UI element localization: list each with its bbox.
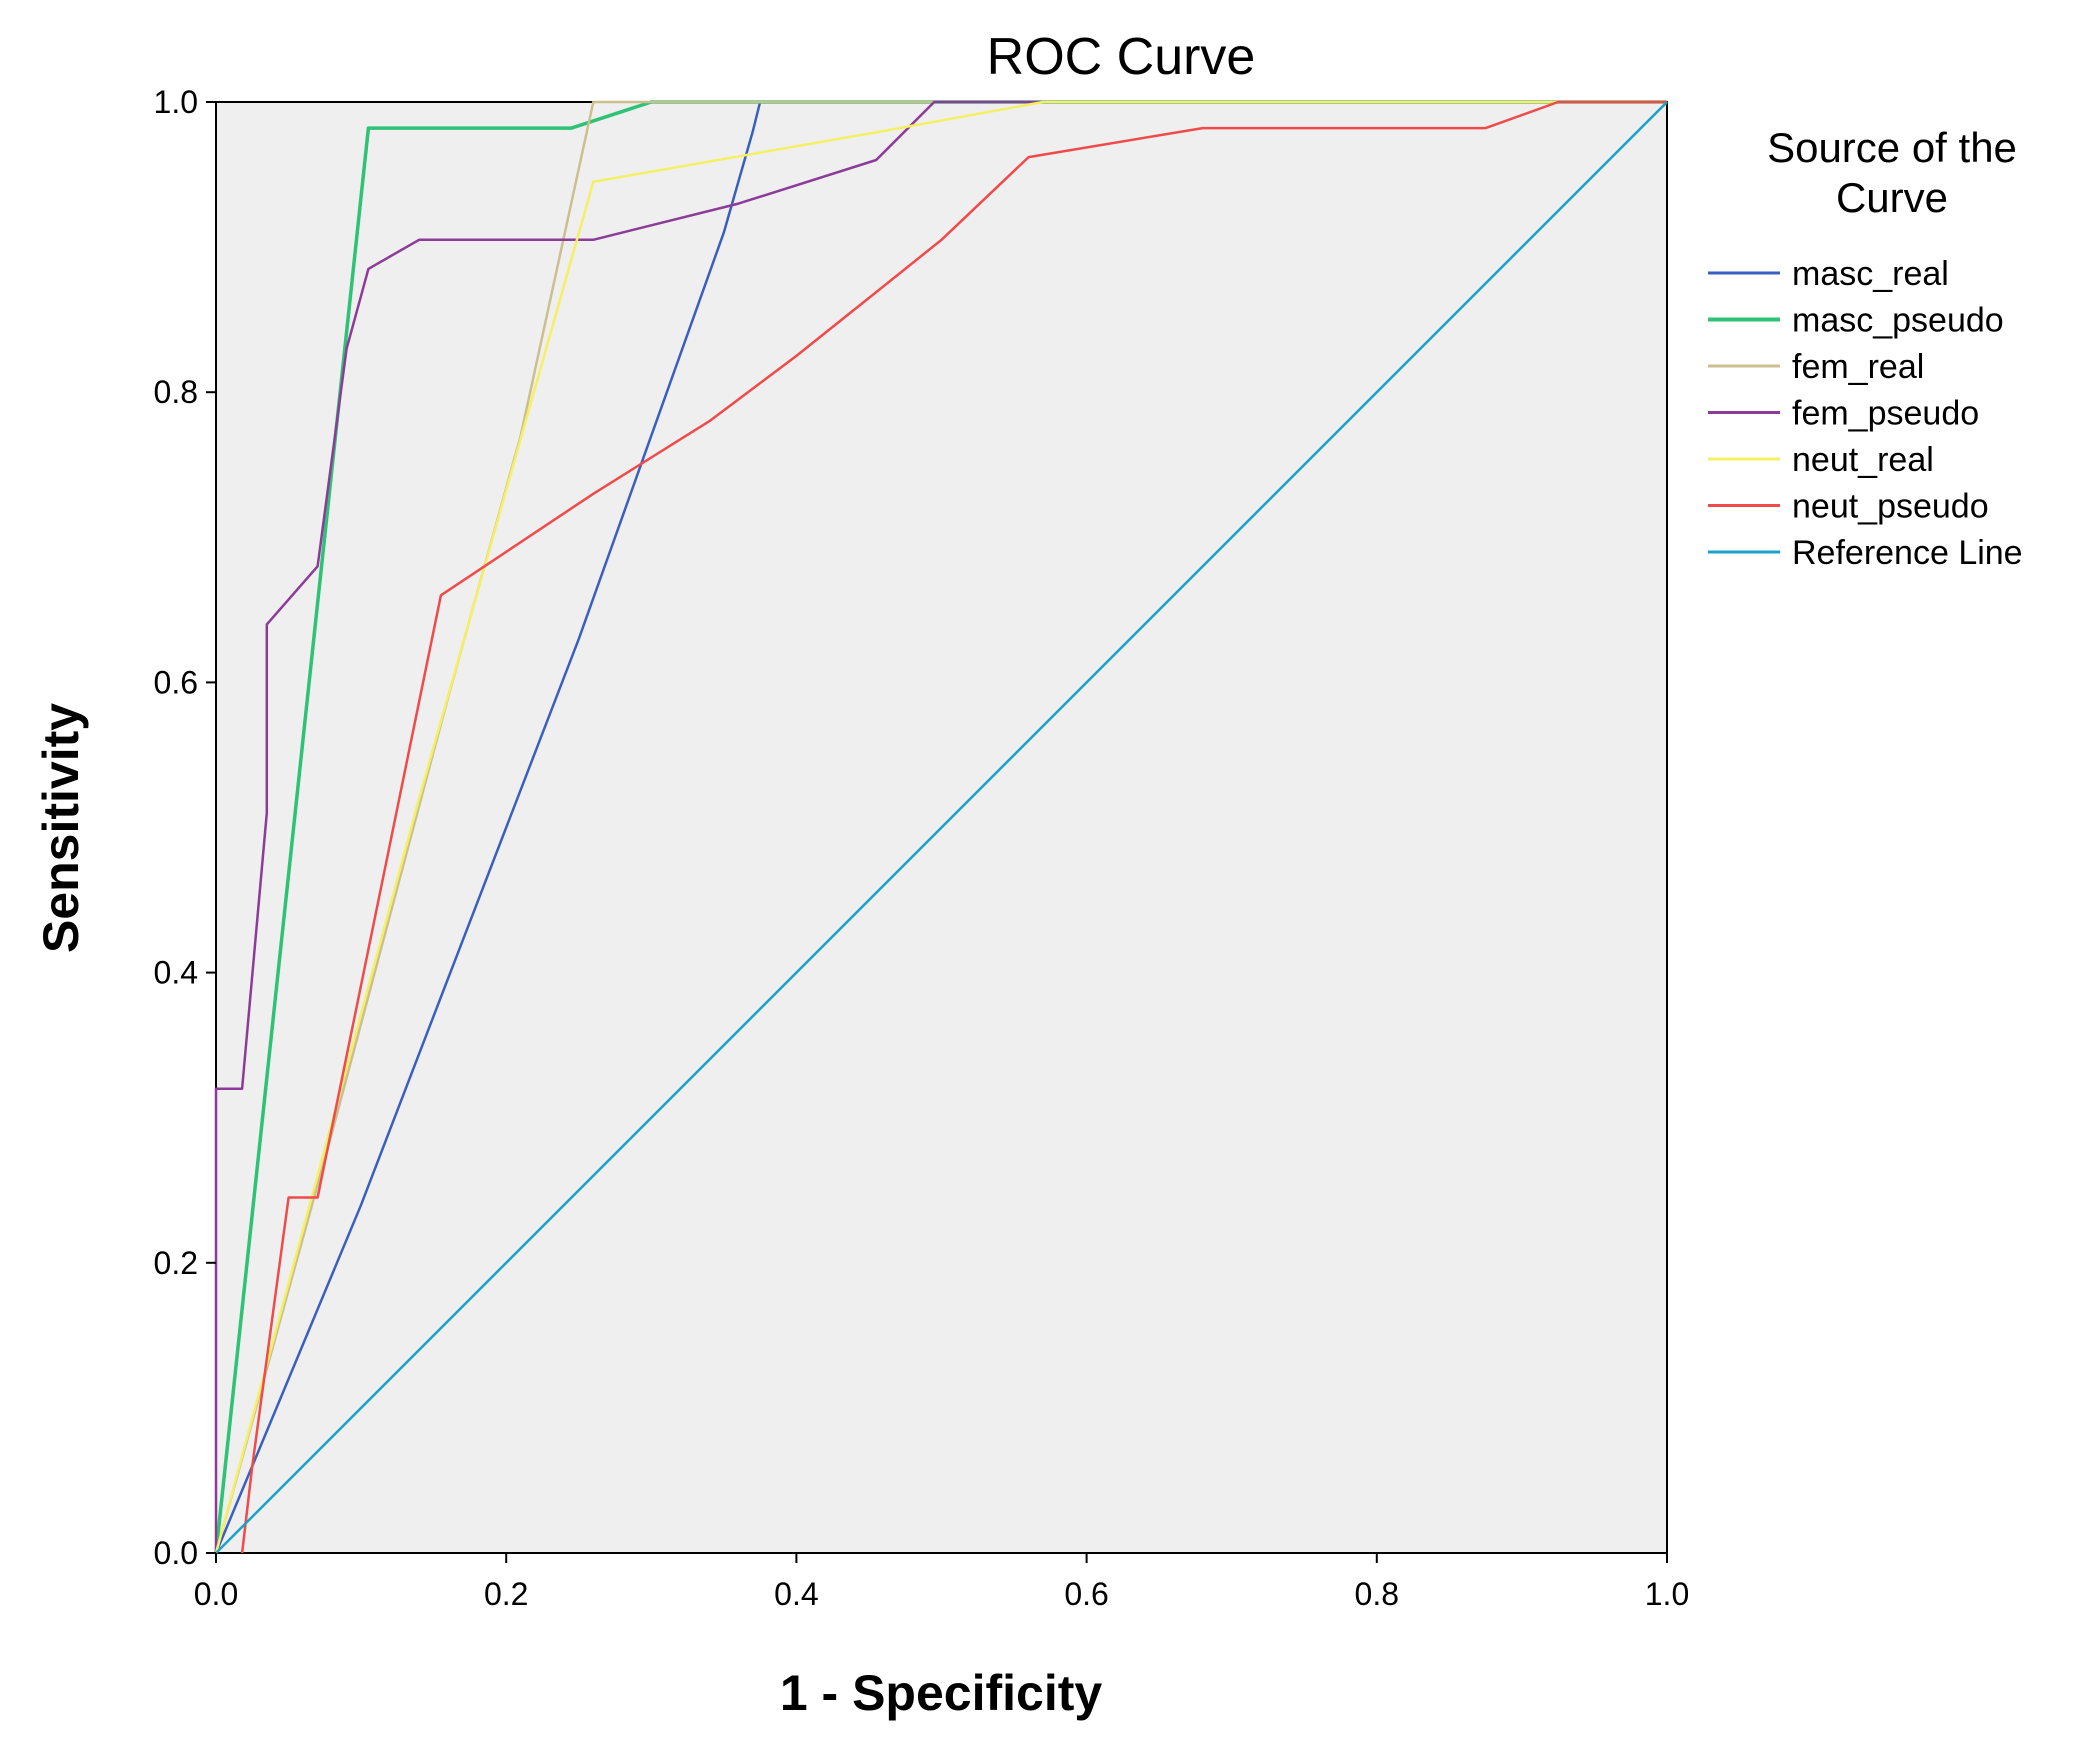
legend-items: masc_real masc_pseudo fem_real fem_pseudone… [1708, 255, 2023, 572]
series-line-masc-real [214, 100, 1667, 1554]
chart-title: ROC Curve [987, 28, 1256, 86]
y-axis-title: Sensitivity [33, 703, 89, 953]
legend-title-line-1: Source of the [1767, 124, 2017, 171]
series-line-reference-line [215, 101, 1668, 1554]
x-tick-label: 0.0 [194, 1576, 238, 1612]
series-line-neut-pseudo [240, 100, 1667, 1554]
legend-label-masc-pseudo: masc_pseudo [1792, 302, 2004, 340]
x-axis-title: 1 - Specificity [780, 1665, 1103, 1721]
legend-label-reference-line: Reference Line [1792, 534, 2023, 572]
x-tick-label: 1.0 [1645, 1576, 1689, 1612]
series-line-neut-real [214, 100, 1667, 1554]
x-tick-label: 0.8 [1355, 1576, 1399, 1612]
x-axis: 0.0 0.2 0.4 0.6 0.8 1.0 [194, 1553, 1689, 1612]
x-tick-label: 0.2 [484, 1576, 528, 1612]
y-tick-label: 1.0 [154, 84, 198, 120]
y-axis: 0.0 0.2 0.4 0.6 0.8 1.0 [154, 84, 216, 1571]
legend-label-fem-pseudo: fem_pseudo [1792, 395, 1979, 433]
x-tick-label: 0.6 [1064, 1576, 1108, 1612]
y-tick-label: 0.8 [154, 374, 198, 410]
series-line-fem-pseudo [214, 100, 1667, 1553]
legend-label-neut-pseudo: neut_pseudo [1792, 488, 1989, 526]
y-tick-label: 0.4 [154, 955, 198, 991]
legend-label-fem-real: fem_real [1792, 348, 1924, 386]
legend: Source of the Curve masc_real masc_pseudo… [1708, 124, 2023, 572]
y-tick-label: 0.6 [154, 664, 198, 700]
legend-title-line-2: Curve [1836, 174, 1948, 221]
y-tick-label: 0.0 [154, 1535, 198, 1571]
x-tick-label: 0.4 [774, 1576, 818, 1612]
series-layer [214, 100, 1668, 1554]
legend-label-neut-real: neut_real [1792, 441, 1934, 479]
y-tick-label: 0.2 [154, 1245, 198, 1281]
legend-label-masc-real: masc_real [1792, 255, 1949, 293]
